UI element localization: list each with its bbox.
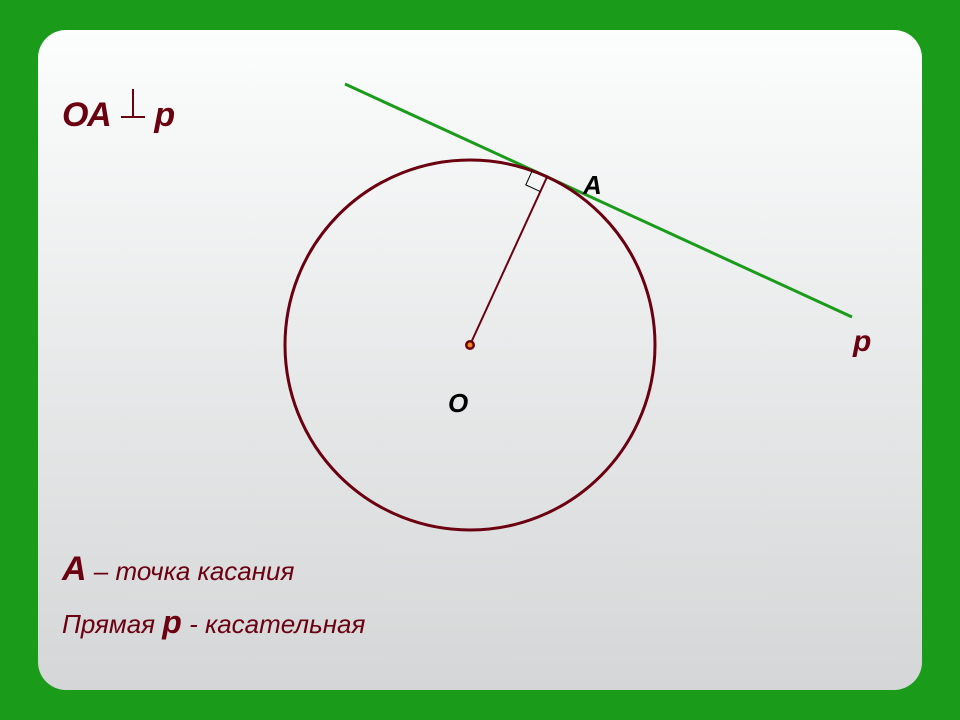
- caption2-post: - касательная: [182, 609, 366, 639]
- perpendicular-icon: [121, 92, 145, 135]
- caption2-pre: Прямая: [62, 609, 162, 639]
- caption-tangent-line: Прямая р - касательная: [62, 604, 365, 641]
- formula-p: р: [154, 96, 175, 134]
- caption1-symbol: А: [62, 550, 87, 588]
- formula-oa: ОА: [62, 96, 112, 134]
- label-p: р: [853, 325, 871, 359]
- perpendicular-formula: ОА р: [62, 92, 175, 135]
- label-o: О: [448, 388, 468, 419]
- slide-frame: ОА р О А р А – точка касания Прямая р - …: [0, 0, 960, 720]
- content-card: ОА р О А р А – точка касания Прямая р - …: [38, 30, 922, 690]
- caption-point-tangency: А – точка касания: [62, 550, 294, 589]
- caption2-symbol: р: [162, 604, 182, 640]
- label-a: А: [583, 170, 602, 201]
- caption1-text: – точка касания: [87, 556, 295, 586]
